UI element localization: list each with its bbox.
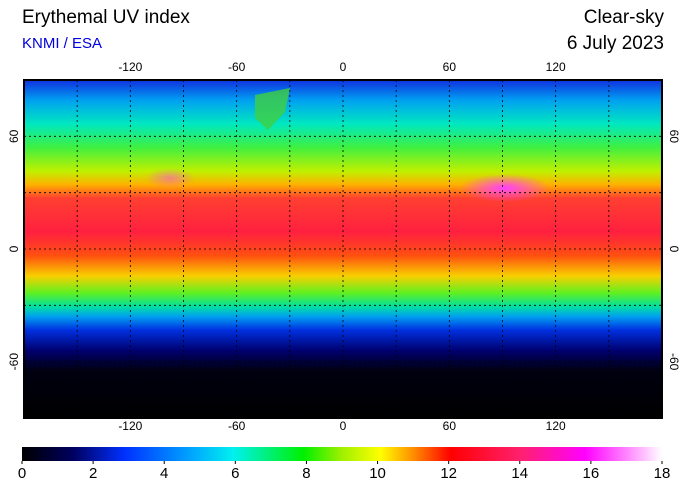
lon-tick-label: 120 [546,60,566,74]
colorbar-tick-label: 14 [511,465,528,482]
title: Erythemal UV index [22,7,190,28]
lat-tick-label: 0 [7,245,21,252]
lat-tick-label: -60 [667,353,681,371]
colorbar-tick-label: 6 [231,465,239,482]
colorbar-tick-label: 16 [583,465,600,482]
greenland [255,88,290,130]
lat-tick-label: -60 [7,353,21,371]
map-frame [23,79,663,419]
lon-tick-label: -120 [118,60,142,74]
lon-tick-label: 120 [546,419,566,433]
lon-tick-label: -60 [228,60,246,74]
colorbar-tick-label: 12 [440,465,457,482]
lat-tick-label: 60 [7,129,21,143]
lon-tick-label: -120 [118,419,142,433]
graticule [24,80,662,418]
colorbar [22,447,662,461]
date: 6 July 2023 [567,33,664,54]
lon-tick-label: 0 [340,60,347,74]
colorbar-tick-label: 0 [18,465,26,482]
mode: Clear-sky [584,7,665,28]
uv-maximum [460,174,550,202]
lon-tick-label: -60 [228,419,246,433]
lat-tick-label: 60 [667,130,681,144]
lon-tick-label: 60 [443,60,457,74]
colorbar-tick-label: 2 [89,465,97,482]
uv-maximum [145,168,195,188]
lon-tick-label: 60 [443,419,457,433]
colorbar-tick-label: 18 [654,465,671,482]
colorbar-tick-label: 10 [369,465,386,482]
lon-tick-label: 0 [340,419,347,433]
source: KNMI / ESA [22,35,102,52]
colorbar-tick-label: 8 [302,465,310,482]
colorbar-tick-label: 4 [160,465,168,482]
lat-tick-label: 0 [667,246,681,253]
